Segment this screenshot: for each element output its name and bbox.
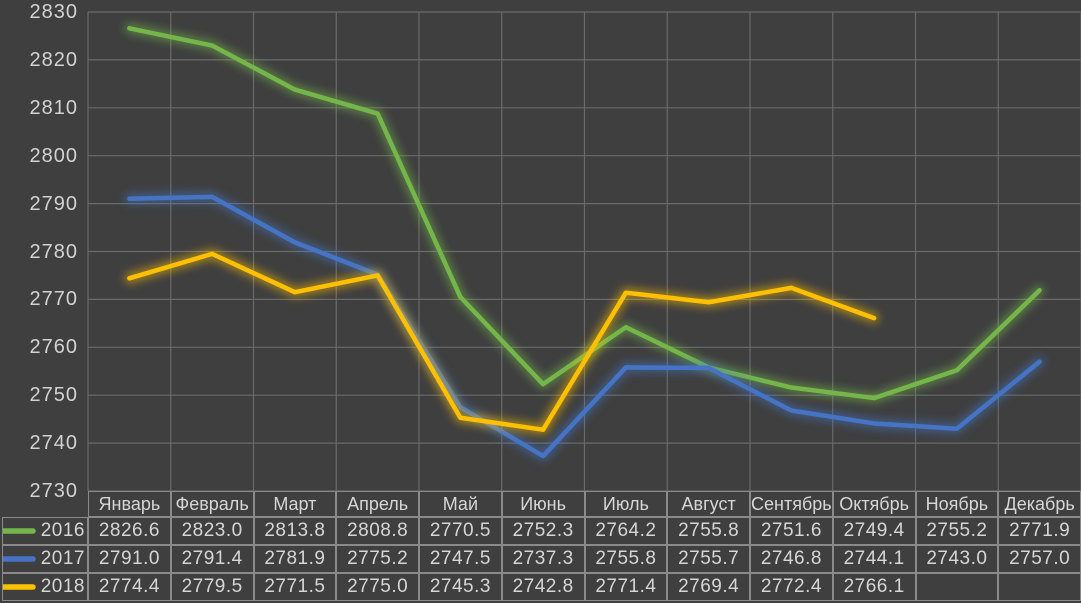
y-axis-tick-label: 2790 — [29, 192, 78, 215]
data-table: Январь Февраль Март Апрель Май Июнь Июль Август… — [2, 491, 1081, 601]
y-axis-tick-label: 2730 — [29, 480, 78, 502]
value-cell: 2771.9 — [998, 517, 1081, 545]
value-cell: 2755.7 — [667, 545, 750, 573]
legend-line-icon — [3, 528, 36, 534]
value-cell — [998, 573, 1081, 601]
value-cell: 2823.0 — [170, 517, 254, 545]
series-line-2018 — [127, 251, 877, 432]
series-lines — [124, 23, 1045, 462]
value-cell: 2808.8 — [336, 517, 419, 545]
legend-line-icon — [3, 556, 36, 562]
month-header-cell: Апрель — [336, 491, 419, 517]
y-axis-tick-label: 2820 — [29, 48, 78, 71]
legend-series-label: 2016 — [40, 520, 85, 541]
value-cell: 2779.5 — [170, 573, 254, 601]
value-cell: 2745.3 — [419, 573, 502, 601]
month-header-cell: Декабрь — [998, 491, 1081, 517]
month-header-cell: Сентябрь — [750, 491, 833, 517]
value-cell: 2770.5 — [419, 517, 502, 545]
value-cell: 2744.1 — [832, 545, 916, 573]
value-cell: 2737.3 — [501, 545, 585, 573]
month-header-cell: Октябрь — [832, 491, 916, 517]
y-axis-tick-label: 2750 — [29, 384, 78, 407]
value-cell: 2743.0 — [915, 545, 999, 573]
value-cell: 2775.0 — [336, 573, 419, 601]
value-cell: 2749.4 — [832, 517, 916, 545]
value-cell: 2769.4 — [667, 573, 750, 601]
month-header-cell: Май — [419, 491, 502, 517]
series-line-2017 — [127, 194, 1042, 459]
month-header-cell: Февраль — [170, 491, 254, 517]
y-axis-tick-label: 2810 — [29, 96, 78, 119]
y-axis-tick-label: 2760 — [29, 336, 78, 359]
value-cell: 2764.2 — [584, 517, 668, 545]
value-cell: 2775.2 — [336, 545, 419, 573]
y-axis-tick-label: 2830 — [29, 1, 78, 23]
table-corner-cell — [2, 491, 88, 517]
legend-line-icon — [3, 584, 36, 590]
value-cell: 2755.2 — [915, 517, 999, 545]
value-cell: 2757.0 — [998, 545, 1081, 573]
month-header-cell: Март — [253, 491, 337, 517]
value-cell: 2742.8 — [501, 573, 585, 601]
value-cell: 2747.5 — [419, 545, 502, 573]
value-cell: 2755.8 — [667, 517, 750, 545]
value-cell — [915, 573, 999, 601]
value-cell: 2746.8 — [750, 545, 833, 573]
value-cell: 2751.6 — [750, 517, 833, 545]
y-axis-tick-label: 2780 — [29, 240, 78, 263]
legend-cell: 2018 — [2, 573, 88, 601]
value-cell: 2755.8 — [584, 545, 668, 573]
value-cell: 2826.6 — [88, 517, 171, 545]
line-chart-plot — [87, 11, 1081, 492]
legend-series-label: 2018 — [40, 576, 85, 597]
y-axis-tick-label: 2800 — [29, 144, 78, 167]
y-axis-tick-label: 2740 — [29, 432, 78, 455]
month-header-cell: Июнь — [501, 491, 585, 517]
month-header-cell: Август — [667, 491, 750, 517]
month-header-cell: Ноябрь — [915, 491, 999, 517]
legend-cell: 2016 — [2, 517, 88, 545]
value-cell: 2791.4 — [170, 545, 254, 573]
gridlines — [87, 11, 1081, 492]
value-cell: 2774.4 — [88, 573, 171, 601]
legend-cell: 2017 — [2, 545, 88, 573]
value-cell: 2791.0 — [88, 545, 171, 573]
month-header-cell: Июль — [584, 491, 668, 517]
value-cell: 2772.4 — [750, 573, 833, 601]
y-axis-tick-label: 2770 — [29, 288, 78, 311]
value-cell: 2781.9 — [253, 545, 337, 573]
legend-series-label: 2017 — [40, 548, 85, 569]
value-cell: 2771.4 — [584, 573, 668, 601]
value-cell: 2752.3 — [501, 517, 585, 545]
value-cell: 2813.8 — [253, 517, 337, 545]
value-cell: 2771.5 — [253, 573, 337, 601]
month-header-cell: Январь — [88, 491, 171, 517]
value-cell: 2766.1 — [832, 573, 916, 601]
